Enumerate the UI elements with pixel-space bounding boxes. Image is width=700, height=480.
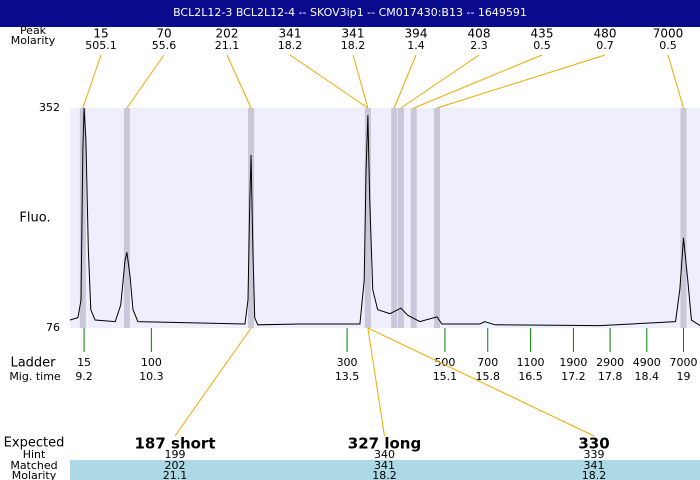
peak-band [123, 108, 130, 328]
peak-size: 341 [342, 27, 365, 41]
matched: 341 [584, 459, 605, 472]
ladder-time: 19 [676, 370, 690, 383]
peak-molarity: 55.6 [152, 39, 177, 52]
ladder-time: 16.5 [518, 370, 543, 383]
peak-connector [413, 54, 543, 109]
peak-band [79, 108, 86, 328]
ladder-time: 10.3 [139, 370, 164, 383]
peak-size: 480 [594, 27, 617, 41]
peak-band [391, 108, 398, 328]
ladder-size: 7000 [669, 356, 697, 369]
title-bar [0, 0, 700, 27]
expected-name: 330 [578, 435, 609, 453]
ladder-time: 15.8 [476, 370, 501, 383]
y-axis-label: Fluo. [19, 211, 50, 226]
molarity: 21.1 [163, 469, 188, 480]
ladder-time: 17.8 [598, 370, 623, 383]
row-label: Mig. time [9, 370, 61, 383]
ladder-time: 9.2 [75, 370, 93, 383]
ladder-time: 18.4 [635, 370, 660, 383]
peak-molarity: 2.3 [470, 39, 488, 52]
ladder-size: 15 [77, 356, 91, 369]
peak-connector [352, 54, 369, 109]
matched-band [70, 460, 700, 480]
y-tick-label: 76 [46, 321, 60, 334]
row-label: Hint [23, 448, 46, 461]
expected-name: 187 short [134, 435, 215, 453]
peak-molarity: 0.7 [596, 39, 614, 52]
y-tick-label: 352 [39, 101, 60, 114]
peak-connector [400, 54, 480, 109]
peak-band [433, 108, 440, 328]
ladder-time: 13.5 [335, 370, 360, 383]
peak-size: 435 [531, 27, 554, 41]
peak-size: 341 [279, 27, 302, 41]
peak-size: 394 [405, 27, 428, 41]
peak-size: 7000 [653, 27, 684, 41]
peak-molarity: 505.1 [85, 39, 117, 52]
row-label: Matched [10, 459, 57, 472]
molarity: 18.2 [582, 469, 607, 480]
expected-connector [174, 327, 252, 437]
ladder-size: 700 [477, 356, 498, 369]
ladder-size: 500 [434, 356, 455, 369]
peak-band [364, 108, 371, 328]
row-label: Ladder [10, 356, 56, 371]
matched: 341 [374, 459, 395, 472]
expected-name: 327 long [348, 435, 421, 453]
ladder-size: 100 [141, 356, 162, 369]
peak-molarity: 0.5 [533, 39, 551, 52]
ladder-size: 2900 [596, 356, 624, 369]
matched: 202 [165, 459, 186, 472]
trace [69, 107, 700, 327]
ladder-size: 1900 [559, 356, 587, 369]
peak-molarity: 18.2 [278, 39, 303, 52]
peak-connector [393, 54, 417, 109]
expected-connector [367, 327, 595, 437]
hint: 339 [584, 448, 605, 461]
peak-band [248, 108, 255, 328]
peak-size: 408 [468, 27, 491, 41]
row-label: Expected [4, 436, 65, 451]
peak-connector [82, 54, 102, 109]
row-label: Molarity [12, 469, 57, 480]
peak-size: 202 [216, 27, 239, 41]
ladder-time: 15.1 [433, 370, 458, 383]
peak-molarity: 18.2 [341, 39, 366, 52]
peak-connector [226, 54, 252, 109]
peak-size: 15 [93, 27, 108, 41]
peak-connector [436, 54, 606, 109]
hint: 199 [165, 448, 186, 461]
peak-molarity: 21.1 [215, 39, 240, 52]
peak-band [397, 108, 404, 328]
molarity: 18.2 [372, 469, 397, 480]
ladder-size: 1100 [517, 356, 545, 369]
expected-connector [367, 327, 385, 437]
peak-molarity: 1.4 [407, 39, 425, 52]
row-label: Molarity [11, 34, 56, 47]
peak-molarity: 0.5 [659, 39, 677, 52]
plot-area [70, 108, 700, 328]
peak-connector [667, 54, 684, 109]
peak-band [680, 108, 687, 328]
chart-title: BCL2L12-3 BCL2L12-4 -- SKOV3ip1 -- CM017… [173, 6, 527, 19]
hint: 340 [374, 448, 395, 461]
peak-band [410, 108, 417, 328]
ladder-size: 300 [337, 356, 358, 369]
peak-connector [126, 54, 165, 109]
ladder-size: 4900 [633, 356, 661, 369]
peak-connector [289, 54, 369, 109]
row-label: Peak [20, 24, 47, 37]
peak-size: 70 [156, 27, 171, 41]
ladder-time: 17.2 [561, 370, 586, 383]
